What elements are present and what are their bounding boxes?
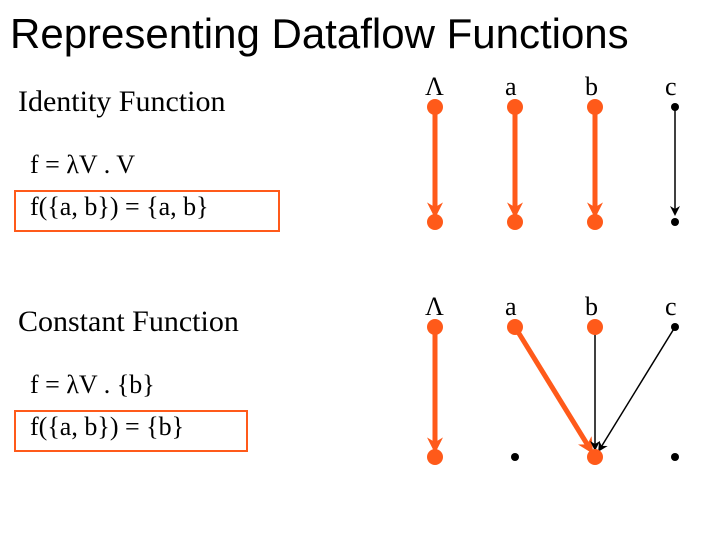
identity-label: Identity Function bbox=[18, 85, 225, 119]
constant-label: Constant Function bbox=[18, 305, 239, 339]
identity-eq1: f = λV . V bbox=[30, 150, 135, 180]
identity-eq2: f({a, b}) = {a, b} bbox=[30, 192, 209, 222]
page-title: Representing Dataflow Functions bbox=[10, 10, 629, 58]
constant-diagram bbox=[400, 302, 700, 482]
identity-diagram bbox=[400, 82, 700, 242]
constant-eq1: f = λV . {b} bbox=[30, 370, 155, 400]
constant-eq2: f({a, b}) = {b} bbox=[30, 412, 184, 442]
